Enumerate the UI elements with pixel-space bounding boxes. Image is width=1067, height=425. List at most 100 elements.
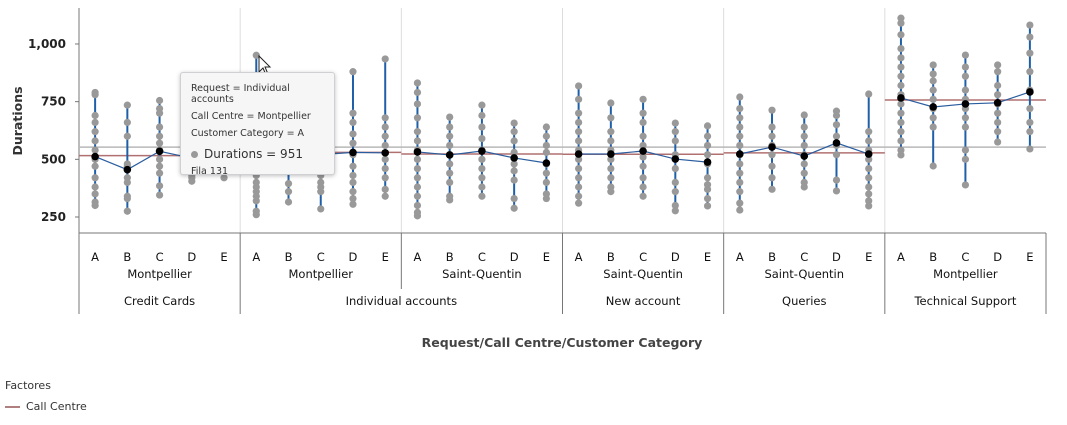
data-point bbox=[349, 200, 357, 208]
call-centre-label: Montpellier bbox=[288, 267, 353, 281]
data-point bbox=[381, 123, 389, 131]
data-point bbox=[961, 86, 970, 94]
data-point bbox=[220, 174, 228, 182]
data-point bbox=[703, 202, 712, 210]
data-point bbox=[510, 137, 518, 145]
data-point bbox=[478, 134, 486, 143]
data-point bbox=[284, 198, 293, 206]
data-point bbox=[865, 202, 873, 210]
data-point bbox=[1026, 104, 1034, 113]
tooltip-category: Customer Category = A bbox=[191, 128, 305, 139]
data-point bbox=[1026, 33, 1034, 41]
data-point bbox=[671, 207, 679, 215]
category-label: E bbox=[543, 250, 550, 264]
data-point bbox=[381, 114, 389, 122]
data-point bbox=[123, 174, 131, 182]
category-label: A bbox=[414, 250, 422, 264]
request-label: Technical Support bbox=[913, 294, 1016, 308]
group-mean-marker bbox=[445, 151, 454, 159]
data-point bbox=[478, 111, 486, 120]
data-point bbox=[800, 169, 808, 177]
data-point bbox=[768, 162, 776, 170]
data-point bbox=[736, 141, 744, 150]
data-point bbox=[413, 208, 422, 216]
data-point bbox=[1026, 118, 1034, 127]
data-point bbox=[961, 63, 970, 71]
group-mean-marker bbox=[607, 150, 615, 158]
data-point bbox=[994, 81, 1002, 90]
data-point bbox=[575, 95, 583, 103]
data-point bbox=[478, 174, 486, 182]
data-point bbox=[736, 188, 744, 196]
request-label: Individual accounts bbox=[346, 294, 457, 308]
data-point bbox=[542, 123, 550, 131]
data-point bbox=[671, 128, 679, 136]
data-point bbox=[381, 155, 389, 163]
data-point bbox=[994, 68, 1002, 76]
data-point bbox=[575, 183, 583, 191]
data-point bbox=[91, 111, 99, 120]
data-point bbox=[1026, 128, 1034, 136]
data-point bbox=[607, 183, 615, 191]
hover-tooltip: Request = Individual accounts Call Centr… bbox=[180, 72, 335, 177]
data-point bbox=[381, 141, 389, 150]
data-point bbox=[865, 197, 873, 205]
data-point bbox=[832, 151, 841, 159]
data-point bbox=[897, 54, 905, 62]
data-point bbox=[800, 141, 808, 150]
data-point bbox=[510, 148, 518, 157]
data-point bbox=[575, 164, 583, 173]
category-label: B bbox=[123, 250, 131, 264]
group-mean-marker bbox=[155, 147, 164, 156]
data-point bbox=[865, 155, 873, 163]
data-point bbox=[961, 51, 970, 59]
data-point bbox=[123, 101, 131, 109]
data-point bbox=[123, 132, 131, 140]
x-axis-title: Request/Call Centre/Customer Category bbox=[422, 335, 703, 350]
data-point bbox=[91, 118, 99, 127]
data-point bbox=[510, 119, 518, 127]
data-point bbox=[155, 191, 164, 199]
data-point bbox=[768, 123, 776, 131]
y-tick-label: 250 bbox=[41, 210, 66, 224]
data-point bbox=[703, 174, 712, 182]
data-point bbox=[413, 79, 422, 87]
data-point bbox=[994, 91, 1002, 99]
data-point bbox=[800, 160, 808, 168]
data-point bbox=[961, 123, 970, 131]
group-mean-marker bbox=[478, 147, 486, 155]
data-point bbox=[929, 95, 937, 103]
data-point bbox=[736, 114, 744, 122]
data-point bbox=[413, 88, 422, 97]
legend-item-call-centre[interactable]: Call Centre bbox=[5, 400, 87, 413]
group-mean-marker bbox=[735, 150, 744, 158]
data-point bbox=[671, 178, 679, 186]
data-point bbox=[349, 171, 357, 180]
data-point bbox=[155, 132, 164, 140]
data-point bbox=[994, 118, 1002, 127]
data-point bbox=[413, 114, 422, 122]
data-point bbox=[155, 139, 164, 147]
data-point bbox=[91, 128, 99, 136]
group-mean-marker bbox=[703, 158, 712, 166]
data-point bbox=[575, 192, 583, 200]
data-point bbox=[478, 164, 486, 173]
data-point bbox=[381, 192, 389, 200]
category-label: E bbox=[220, 250, 227, 264]
data-point bbox=[155, 182, 164, 190]
data-point bbox=[510, 194, 518, 203]
category-label: C bbox=[478, 250, 486, 264]
legend-label: Call Centre bbox=[26, 400, 87, 413]
data-point bbox=[671, 201, 679, 210]
data-point bbox=[478, 155, 486, 163]
data-point bbox=[929, 162, 937, 170]
tooltip-request: Request = Individual accounts bbox=[191, 83, 290, 105]
data-point bbox=[510, 167, 518, 175]
category-label: D bbox=[349, 250, 358, 264]
data-point bbox=[478, 192, 486, 200]
data-point bbox=[736, 93, 744, 101]
tooltip-call-centre: Call Centre = Montpellier bbox=[191, 111, 311, 122]
call-centre-label: Saint-Quentin bbox=[764, 267, 844, 281]
data-point bbox=[897, 14, 905, 22]
